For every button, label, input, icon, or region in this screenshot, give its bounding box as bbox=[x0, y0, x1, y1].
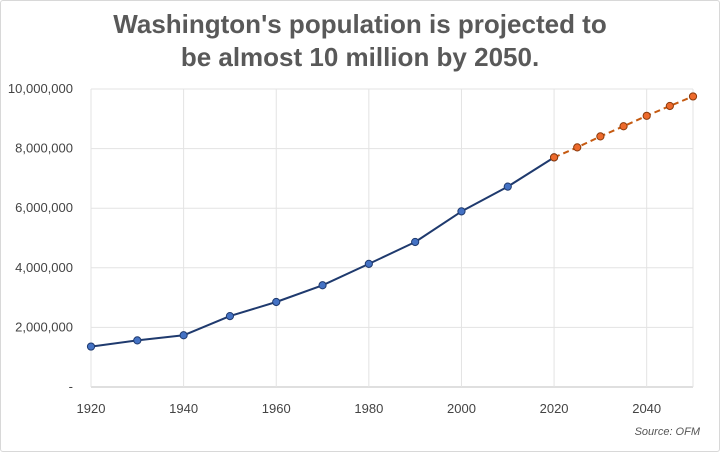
projected-point bbox=[688, 92, 698, 101]
y-tick-label: 10,000,000 bbox=[8, 81, 73, 96]
historical-point bbox=[179, 331, 188, 340]
x-axis: 1920 1940 1960 1980 2000 2020 2040 bbox=[77, 401, 662, 416]
projected-point bbox=[596, 132, 605, 141]
projected-point bbox=[642, 111, 651, 120]
chart-title-line-2: be almost 10 million by 2050. bbox=[180, 42, 540, 72]
y-tick-label: 8,000,000 bbox=[15, 141, 73, 156]
x-tick-label: 1960 bbox=[262, 401, 291, 416]
y-tick-label: 2,000,000 bbox=[15, 319, 73, 334]
historical-point bbox=[272, 297, 281, 307]
source-note: Source: OFM bbox=[634, 426, 700, 438]
x-tick-label: 2000 bbox=[447, 401, 476, 416]
y-tick-label: 6,000,000 bbox=[15, 200, 73, 215]
x-tick-label: 1980 bbox=[354, 401, 383, 416]
projected-point bbox=[619, 122, 628, 131]
chart-title: Washington's population is projected to … bbox=[0, 8, 720, 74]
historical-point bbox=[318, 281, 327, 290]
projected-point bbox=[665, 101, 674, 111]
historical-point bbox=[364, 259, 373, 268]
x-tick-label: 1920 bbox=[77, 401, 106, 416]
series-group bbox=[86, 92, 698, 351]
x-tick-label: 2040 bbox=[632, 401, 661, 416]
y-axis: - 2,000,000 4,000,000 6,000,000 8,000,000 10,… bbox=[8, 81, 73, 394]
gridlines bbox=[90, 88, 694, 388]
chart-title-line-1: Washington's population is projected to bbox=[113, 9, 607, 39]
historical-point bbox=[225, 312, 235, 321]
y-tick-label: 4,000,000 bbox=[15, 260, 73, 275]
y-tick-label: - bbox=[69, 379, 73, 394]
historical-population-line bbox=[90, 156, 555, 348]
historical-point bbox=[503, 182, 512, 191]
projected-point bbox=[549, 153, 559, 162]
historical-point bbox=[457, 207, 466, 216]
historical-point bbox=[86, 342, 96, 351]
historical-point bbox=[411, 237, 420, 247]
x-tick-label: 1940 bbox=[169, 401, 198, 416]
projected-point bbox=[573, 143, 582, 152]
x-tick-label: 2020 bbox=[540, 401, 569, 416]
historical-point bbox=[133, 336, 142, 345]
